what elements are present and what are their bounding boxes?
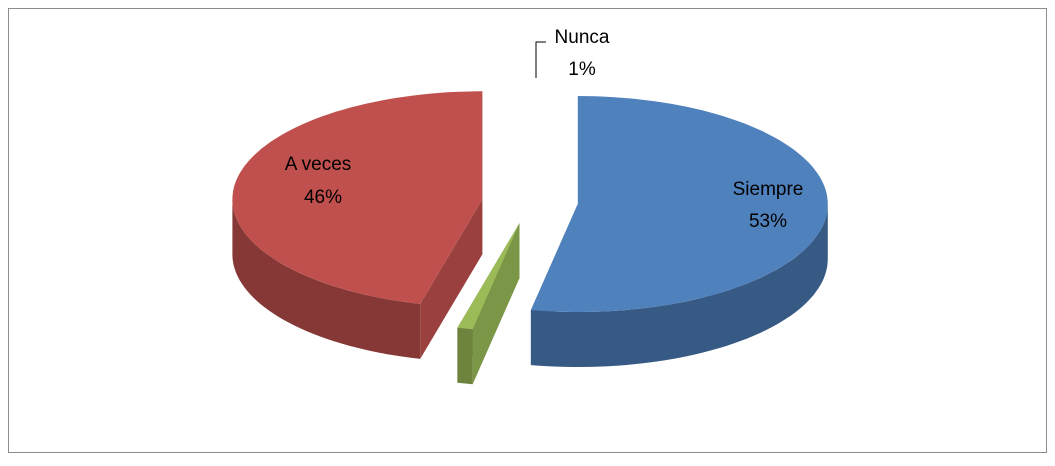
pie-slice <box>232 91 483 359</box>
slice-top-face <box>530 96 828 312</box>
value-label: 46% <box>304 187 342 208</box>
slice-top-face <box>232 91 483 304</box>
value-label: 1% <box>568 59 596 80</box>
slice-cut-face <box>420 199 483 359</box>
slice-side-face <box>530 204 828 367</box>
pie-slice <box>457 223 520 385</box>
slice-top-face <box>457 223 520 330</box>
value-label: 53% <box>749 211 787 232</box>
category-label: Siempre <box>733 179 804 200</box>
category-label: Nunca <box>555 27 610 48</box>
chart-frame <box>8 8 1047 453</box>
slice-side-face <box>457 327 473 385</box>
leader-line <box>535 41 546 78</box>
slice-cut-face <box>457 223 520 383</box>
slice-side-face <box>232 199 421 359</box>
category-label: A veces <box>285 154 352 175</box>
pie-slice <box>530 96 828 367</box>
